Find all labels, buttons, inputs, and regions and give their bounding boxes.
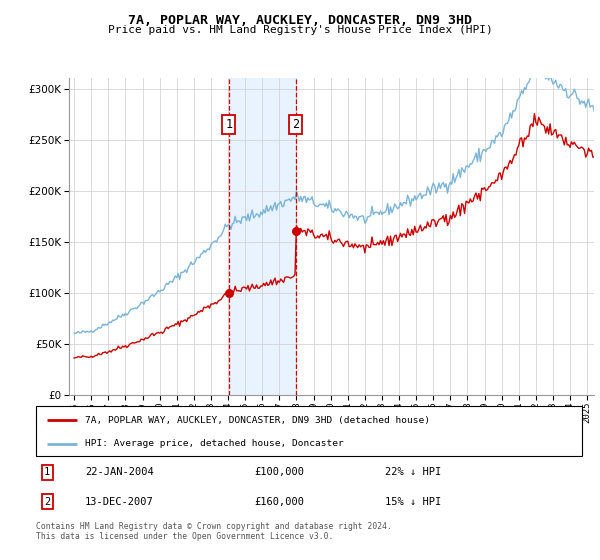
Text: Contains HM Land Registry data © Crown copyright and database right 2024.
This d: Contains HM Land Registry data © Crown c… [36,522,392,542]
Bar [229,78,296,395]
Text: 22% ↓ HPI: 22% ↓ HPI [385,467,442,477]
Text: 1: 1 [226,118,233,131]
Text: 7A, POPLAR WAY, AUCKLEY, DONCASTER, DN9 3HD (detached house): 7A, POPLAR WAY, AUCKLEY, DONCASTER, DN9 … [85,416,430,424]
Text: HPI: Average price, detached house, Doncaster: HPI: Average price, detached house, Donc… [85,439,344,449]
Text: 7A, POPLAR WAY, AUCKLEY, DONCASTER, DN9 3HD: 7A, POPLAR WAY, AUCKLEY, DONCASTER, DN9 … [128,14,472,27]
Text: Price paid vs. HM Land Registry's House Price Index (HPI): Price paid vs. HM Land Registry's House … [107,25,493,35]
Text: 22-JAN-2004: 22-JAN-2004 [85,467,154,477]
Text: £160,000: £160,000 [254,497,304,507]
Text: 13-DEC-2007: 13-DEC-2007 [85,497,154,507]
Text: 1: 1 [44,467,50,477]
Text: 2: 2 [292,118,299,131]
Text: £100,000: £100,000 [254,467,304,477]
Text: 2: 2 [44,497,50,507]
Text: 15% ↓ HPI: 15% ↓ HPI [385,497,442,507]
